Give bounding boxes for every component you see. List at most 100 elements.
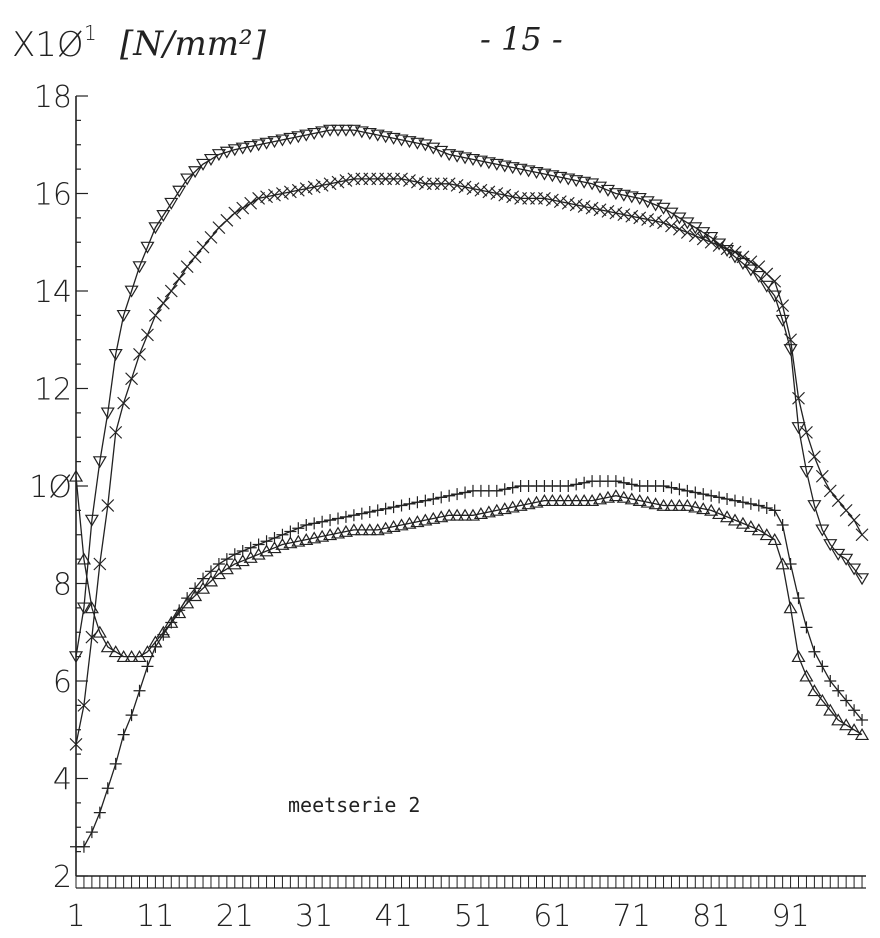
triangle-down-marker <box>195 158 211 171</box>
plus-marker <box>284 525 297 538</box>
triangle-up-marker <box>84 601 99 614</box>
plus-marker <box>173 604 186 617</box>
x-marker <box>776 299 790 313</box>
plus-marker <box>212 558 225 570</box>
x-marker <box>569 198 583 212</box>
x-marker <box>69 737 83 751</box>
series-line-triangle-down <box>75 129 863 657</box>
x-marker <box>792 391 805 405</box>
x-tick-label: 71 <box>613 899 651 934</box>
triangle-up-marker <box>434 510 449 523</box>
triangle-down-marker <box>450 150 465 163</box>
triangle-up-marker <box>346 523 361 536</box>
plus-marker <box>736 496 749 509</box>
series-markers-triangle-up <box>68 469 870 741</box>
triangle-down-marker <box>815 524 830 537</box>
triangle-up-marker <box>76 552 91 565</box>
plus-marker <box>387 501 400 514</box>
triangle-down-marker <box>473 155 488 168</box>
series-line-x <box>75 178 863 745</box>
x-marker <box>704 235 718 249</box>
triangle-down-marker <box>346 124 361 137</box>
triangle-down-marker <box>291 131 306 144</box>
x-marker <box>807 450 821 464</box>
triangle-up-marker <box>585 494 600 507</box>
plus-marker <box>260 535 273 548</box>
x-marker <box>172 272 186 286</box>
triangle-up-marker <box>847 723 862 736</box>
triangle-up-marker <box>727 513 743 526</box>
triangle-down-marker <box>283 132 298 145</box>
plus-marker <box>784 558 797 570</box>
plus-marker <box>832 684 845 697</box>
triangle-up-marker <box>807 684 822 697</box>
plus-marker <box>236 545 249 557</box>
plus-marker <box>125 709 138 722</box>
series-line-plus <box>76 480 863 848</box>
series-lines <box>75 129 863 848</box>
triangle-up-marker <box>608 489 623 502</box>
triangle-down-marker <box>569 175 584 188</box>
triangle-down-marker <box>521 165 536 178</box>
triangle-up-marker <box>656 498 671 511</box>
triangle-up-marker <box>831 713 846 726</box>
plus-marker <box>133 684 146 697</box>
triangle-up-marker <box>299 533 314 546</box>
x-marker <box>339 174 353 187</box>
triangle-down-marker <box>362 127 377 140</box>
triangle-down-marker <box>211 149 226 162</box>
x-marker <box>323 177 337 191</box>
plus-marker <box>332 512 345 525</box>
x-marker <box>815 469 829 483</box>
plus-marker <box>85 826 98 839</box>
x-marker <box>442 177 456 191</box>
x-marker <box>736 250 750 264</box>
triangle-up-marker <box>92 625 107 638</box>
triangle-down-marker <box>457 152 473 165</box>
x-marker <box>260 190 273 204</box>
x-tick-label: 31 <box>295 899 333 934</box>
triangle-down-marker <box>402 136 417 149</box>
x-marker <box>204 230 218 244</box>
y-exponent: 1 <box>84 21 97 45</box>
triangle-up-marker <box>791 650 806 663</box>
series-markers-triangle-down <box>68 124 870 664</box>
plus-marker <box>371 504 384 517</box>
triangle-down-marker <box>442 149 457 162</box>
x-marker <box>657 216 670 230</box>
triangle-up-marker <box>735 516 750 529</box>
triangle-up-marker <box>799 669 814 682</box>
triangle-down-marker <box>553 171 568 184</box>
x-tick-label: 91 <box>771 899 809 934</box>
x-marker <box>585 201 599 215</box>
x-marker <box>236 201 250 215</box>
x-marker <box>228 206 242 220</box>
triangle-up-marker <box>283 536 298 549</box>
x-marker <box>283 185 297 199</box>
plus-marker <box>308 517 321 530</box>
plus-marker <box>419 494 432 507</box>
plus-marker <box>157 628 170 641</box>
x-marker <box>395 172 408 186</box>
x-marker <box>823 484 837 498</box>
triangle-down-marker <box>497 160 512 173</box>
triangle-up-marker <box>592 492 608 505</box>
x-marker <box>839 503 853 517</box>
triangle-down-marker <box>315 126 330 139</box>
plus-marker <box>355 507 368 520</box>
x-marker <box>466 182 480 196</box>
series-markers-x <box>69 172 869 751</box>
x-marker <box>109 425 123 439</box>
plus-marker <box>665 481 678 494</box>
x-marker <box>538 191 551 205</box>
triangle-up-marker <box>442 508 457 521</box>
y-multiplier: X1Ø <box>12 25 84 65</box>
triangle-up-marker <box>291 534 306 547</box>
x-marker <box>101 499 115 512</box>
x-marker <box>403 174 416 187</box>
triangle-down-marker <box>577 176 592 189</box>
triangle-up-marker <box>632 494 647 507</box>
triangle-up-marker <box>140 645 155 658</box>
triangle-up-marker <box>815 693 830 706</box>
plus-marker <box>268 532 281 544</box>
